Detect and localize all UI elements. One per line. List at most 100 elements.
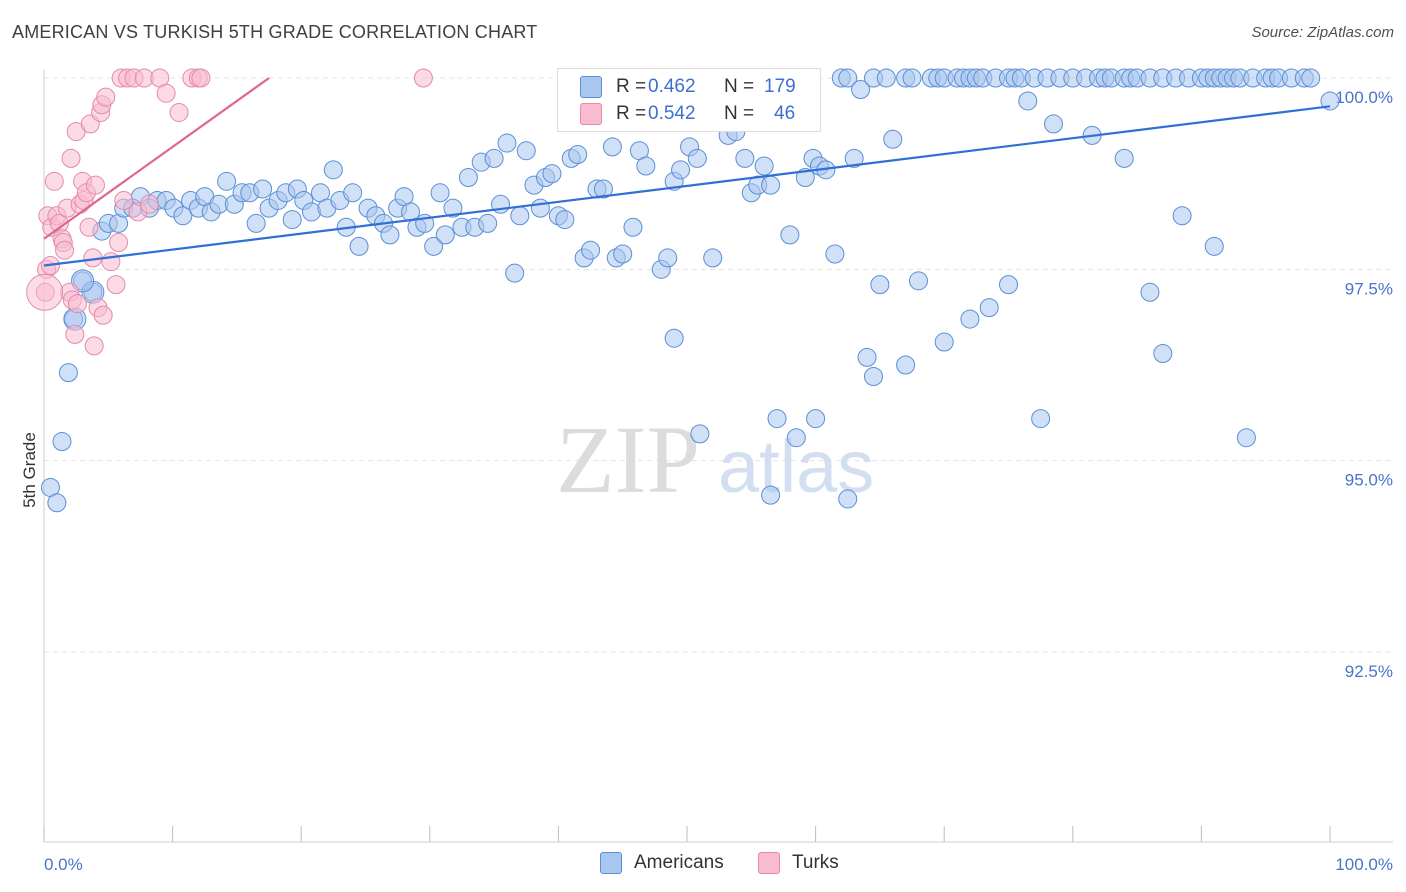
point-americans bbox=[767, 409, 787, 429]
point-americans bbox=[1140, 282, 1160, 302]
point-americans bbox=[343, 183, 363, 203]
point-turks bbox=[65, 324, 85, 344]
point-americans bbox=[478, 213, 498, 233]
legend-n-value: 179 bbox=[764, 76, 796, 97]
point-americans bbox=[896, 355, 916, 375]
y-tick-label: 92.5% bbox=[1345, 662, 1393, 681]
point-americans bbox=[870, 275, 890, 295]
chart-title: AMERICAN VS TURKISH 5TH GRADE CORRELATIO… bbox=[12, 22, 538, 42]
point-americans bbox=[497, 133, 517, 153]
point-americans bbox=[435, 225, 455, 245]
trend-line-turks bbox=[43, 77, 270, 240]
point-americans bbox=[825, 244, 845, 264]
point-americans bbox=[838, 489, 858, 509]
y-axis-title: 5th Grade bbox=[20, 432, 39, 508]
stats-legend: R = 0.462 N = 179 R = 0.542 N = 46 bbox=[557, 68, 821, 132]
point-turks bbox=[169, 102, 189, 122]
gridlines bbox=[44, 77, 1393, 653]
point-americans bbox=[430, 183, 450, 203]
point-americans bbox=[1044, 114, 1064, 134]
bottom-legend-americans[interactable]: Americans bbox=[600, 852, 724, 874]
point-turks bbox=[156, 83, 176, 103]
point-americans bbox=[687, 148, 707, 168]
point-americans bbox=[979, 298, 999, 318]
point-americans bbox=[542, 164, 562, 184]
point-large bbox=[26, 273, 64, 311]
bottom-legend-turks[interactable]: Turks bbox=[758, 852, 839, 874]
point-americans bbox=[795, 167, 815, 187]
point-americans bbox=[876, 68, 896, 88]
watermark-zip: ZIP bbox=[556, 406, 700, 513]
source-label: Source: ZipAtlas.com bbox=[1251, 24, 1394, 41]
point-americans bbox=[703, 248, 723, 268]
point-americans bbox=[555, 210, 575, 230]
point-americans bbox=[902, 68, 922, 88]
point-americans bbox=[217, 171, 237, 191]
point-turks bbox=[114, 190, 134, 210]
point-americans bbox=[786, 428, 806, 448]
point-americans bbox=[568, 145, 588, 165]
trend-line-americans bbox=[43, 105, 1331, 267]
point-americans bbox=[380, 225, 400, 245]
point-americans bbox=[505, 263, 525, 283]
point-americans bbox=[443, 198, 463, 218]
point-americans bbox=[761, 175, 781, 195]
point-turks bbox=[93, 305, 113, 325]
point-americans bbox=[458, 167, 478, 187]
bottom-legend-swatch-americans bbox=[600, 852, 622, 874]
point-turks bbox=[413, 68, 433, 88]
point-americans bbox=[581, 240, 601, 260]
point-americans bbox=[999, 275, 1018, 295]
point-turks bbox=[191, 68, 211, 88]
bottom-legend-label-turks: Turks bbox=[792, 852, 839, 873]
point-turks bbox=[84, 336, 104, 356]
point-turks bbox=[139, 194, 159, 214]
point-americans bbox=[173, 206, 193, 226]
point-americans bbox=[960, 309, 980, 329]
y-tick-label: 97.5% bbox=[1345, 279, 1393, 298]
point-americans bbox=[863, 366, 883, 386]
point-turks bbox=[109, 233, 129, 253]
point-americans bbox=[636, 156, 656, 176]
y-tick-label: 100.0% bbox=[1335, 88, 1393, 107]
legend-swatch-americans bbox=[580, 76, 602, 98]
legend-r-label: R = bbox=[616, 76, 647, 97]
point-americans bbox=[246, 213, 266, 233]
legend-n-label: N = bbox=[724, 76, 755, 97]
point-americans bbox=[1301, 68, 1321, 88]
bottom-legend-swatch-turks bbox=[758, 852, 780, 874]
point-turks bbox=[67, 294, 87, 314]
point-americans bbox=[844, 148, 864, 168]
series-turks bbox=[26, 68, 433, 356]
point-americans bbox=[838, 68, 858, 88]
point-americans bbox=[664, 328, 684, 348]
point-americans bbox=[1018, 91, 1038, 111]
point-turks bbox=[61, 148, 81, 168]
x-tick-label-min: 0.0% bbox=[44, 855, 83, 874]
point-americans bbox=[754, 156, 774, 176]
point-americans bbox=[1031, 409, 1051, 429]
point-americans bbox=[323, 160, 343, 180]
point-americans bbox=[47, 493, 67, 513]
y-ticks: 100.0% 97.5% 95.0% 92.5% bbox=[1335, 88, 1393, 681]
point-turks bbox=[79, 217, 99, 237]
point-americans bbox=[516, 141, 536, 161]
point-americans bbox=[761, 485, 781, 505]
point-americans bbox=[58, 363, 78, 383]
point-americans bbox=[1114, 148, 1134, 168]
point-americans bbox=[530, 198, 550, 218]
point-americans bbox=[623, 217, 643, 237]
point-americans bbox=[851, 79, 871, 99]
point-americans bbox=[883, 129, 903, 149]
legend-r-value: 0.462 bbox=[648, 76, 696, 97]
point-americans bbox=[484, 148, 504, 168]
point-americans bbox=[806, 409, 826, 429]
point-americans bbox=[1153, 344, 1173, 364]
point-americans bbox=[510, 206, 530, 226]
point-americans bbox=[671, 160, 691, 180]
point-americans bbox=[1204, 236, 1224, 256]
x-tick-label-max: 100.0% bbox=[1335, 855, 1393, 874]
legend-row-turks: R = 0.542 N = 46 bbox=[580, 101, 795, 127]
point-americans bbox=[908, 271, 928, 291]
